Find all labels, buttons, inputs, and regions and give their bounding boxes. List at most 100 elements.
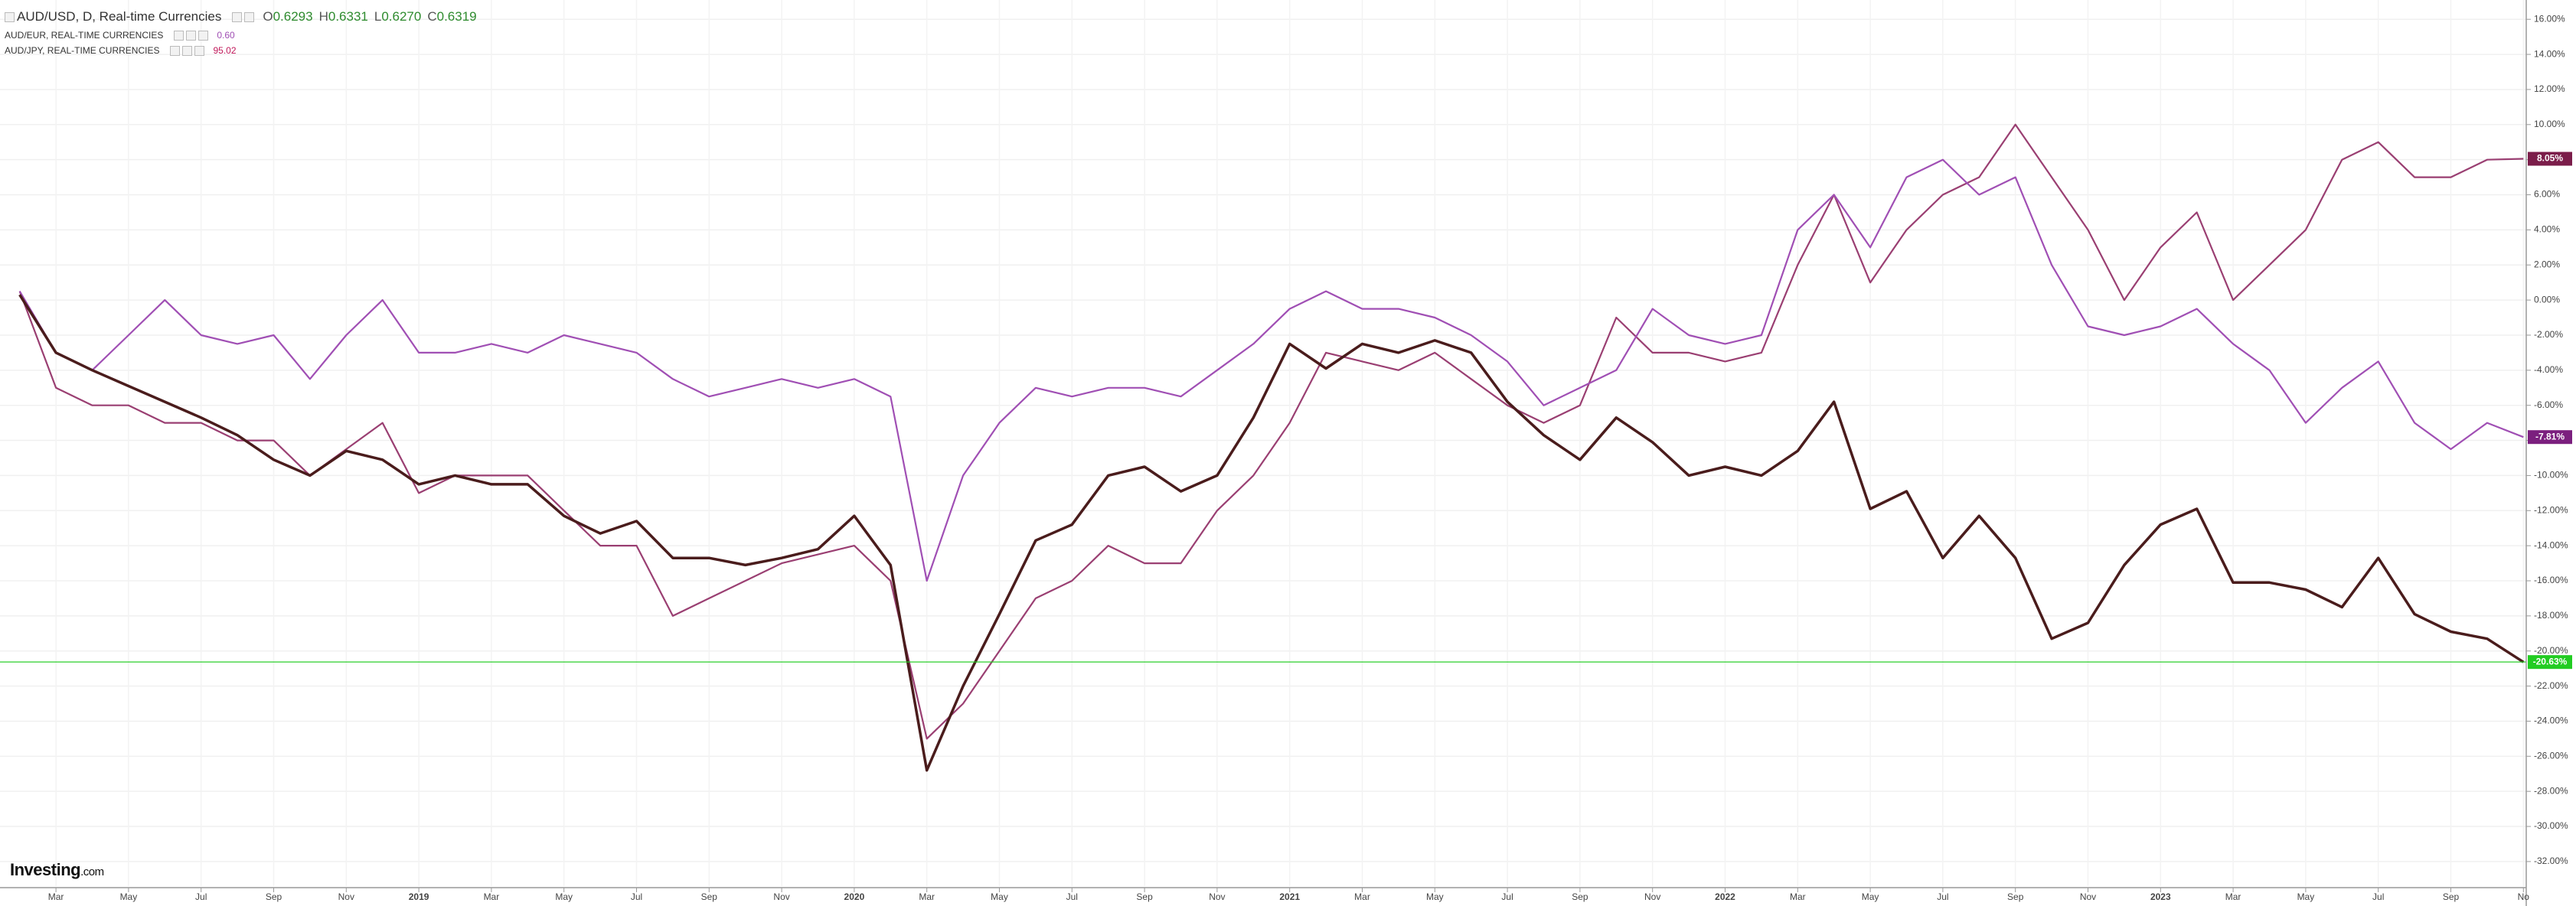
y-tick-label: -12.00% — [2534, 504, 2568, 515]
y-tick-label: -4.00% — [2534, 364, 2563, 375]
y-tick-label: 4.00% — [2534, 224, 2560, 235]
x-tick-label: May — [1862, 891, 1879, 902]
series-line — [18, 123, 2524, 740]
ohlc-value: 0.6319 — [436, 9, 477, 24]
ohlc-value: 0.6331 — [328, 9, 368, 24]
collapse-icon[interactable] — [5, 11, 15, 22]
ohlc: O0.6293 H0.6331 L0.6270 C0.6319 — [256, 9, 476, 24]
x-tick-label: 2023 — [2150, 891, 2171, 902]
ohlc-key: L — [374, 9, 382, 24]
settings-icon[interactable] — [232, 11, 243, 22]
y-tick-label: 10.00% — [2534, 119, 2565, 129]
y-tick-label: 16.00% — [2534, 13, 2565, 24]
legend-label: AUD/EUR, REAL-TIME CURRENCIES — [5, 30, 164, 41]
icon[interactable] — [174, 30, 184, 41]
y-tick-label: -26.00% — [2534, 750, 2568, 761]
price-tag-label: -7.81% — [2535, 431, 2565, 442]
close-icon[interactable] — [244, 11, 255, 22]
logo-text: Investing — [10, 860, 81, 879]
y-tick-label: -30.00% — [2534, 820, 2568, 831]
series-line — [18, 158, 2524, 582]
x-tick-label: Nov — [2080, 891, 2096, 902]
x-tick-label: Sep — [2443, 891, 2460, 902]
x-tick-label: Mar — [2225, 891, 2241, 902]
x-tick-label: No — [2518, 891, 2530, 902]
ohlc-key: H — [318, 9, 328, 24]
x-tick-label: Sep — [1136, 891, 1153, 902]
x-tick-label: Mar — [919, 891, 935, 902]
legend-entry: AUD/JPY, REAL-TIME CURRENCIES 95.02 — [5, 43, 477, 58]
icon[interactable] — [186, 30, 197, 41]
price-tag-label: -20.63% — [2533, 656, 2568, 666]
x-tick-label: Sep — [266, 891, 282, 902]
ohlc-key: C — [427, 9, 437, 24]
ohlc-key: O — [263, 9, 273, 24]
y-tick-label: -16.00% — [2534, 575, 2568, 585]
y-tick-label: 2.00% — [2534, 259, 2560, 269]
y-tick-label: 6.00% — [2534, 189, 2560, 200]
x-tick-label: Sep — [2007, 891, 2024, 902]
y-tick-label: -28.00% — [2534, 785, 2568, 796]
icon[interactable] — [182, 45, 193, 56]
x-tick-label: May — [120, 891, 138, 902]
y-tick-label: -24.00% — [2534, 715, 2568, 726]
x-tick-label: May — [2297, 891, 2315, 902]
x-tick-label: Sep — [1572, 891, 1588, 902]
y-tick-label: 12.00% — [2534, 83, 2565, 94]
x-tick-label: Mar — [1354, 891, 1370, 902]
x-tick-label: Jul — [631, 891, 642, 902]
price-tag — [2528, 655, 2572, 670]
x-tick-label: Jul — [1066, 891, 1078, 902]
icon[interactable] — [170, 45, 181, 56]
chart-title: AUD/USD, D, Real-time Currencies — [17, 9, 222, 24]
y-tick-label: -6.00% — [2534, 399, 2563, 410]
axes: 16.00%14.00%12.00%10.00%8.00%6.00%4.00%2… — [48, 13, 2572, 902]
x-tick-label: Mar — [484, 891, 500, 902]
x-tick-label: Jul — [195, 891, 207, 902]
y-tick-label: 0.00% — [2534, 294, 2560, 305]
x-tick-label: Jul — [1937, 891, 1948, 902]
x-tick-label: Jul — [1501, 891, 1513, 902]
logo-suffix: .com — [80, 865, 104, 878]
x-tick-label: Nov — [1644, 891, 1660, 902]
legend-entry: AUD/EUR, REAL-TIME CURRENCIES 0.60 — [5, 28, 477, 43]
y-tick-label: -14.00% — [2534, 539, 2568, 550]
y-tick-label: -20.00% — [2534, 645, 2568, 656]
x-tick-label: Nov — [338, 891, 354, 902]
x-tick-label: 2021 — [1279, 891, 1300, 902]
legend: AUD/USD, D, Real-time Currencies O0.6293… — [5, 6, 477, 58]
x-tick-label: Jul — [2372, 891, 2384, 902]
x-tick-label: Mar — [48, 891, 64, 902]
y-tick-label: -10.00% — [2534, 470, 2568, 481]
x-tick-label: May — [1426, 891, 1444, 902]
x-tick-label: Sep — [701, 891, 718, 902]
plot — [0, 123, 2526, 772]
icon[interactable] — [194, 45, 205, 56]
ohlc-value: 0.6270 — [381, 9, 422, 24]
y-tick-label: 14.00% — [2534, 48, 2565, 59]
x-tick-label: May — [991, 891, 1008, 902]
price-tag-label: 8.05% — [2537, 153, 2563, 164]
legend-quote: 0.60 — [217, 30, 235, 41]
x-tick-label: May — [555, 891, 573, 902]
icon[interactable] — [198, 30, 209, 41]
price-tag — [2528, 152, 2572, 166]
logo: Investing.com — [10, 860, 104, 880]
y-tick-label: -32.00% — [2534, 855, 2568, 866]
x-tick-label: Nov — [1209, 891, 1225, 902]
x-tick-label: Mar — [1790, 891, 1806, 902]
y-tick-label: -2.00% — [2534, 329, 2563, 340]
legend-main: AUD/USD, D, Real-time Currencies O0.6293… — [5, 6, 477, 28]
x-tick-label: 2022 — [1715, 891, 1735, 902]
y-tick-label: -22.00% — [2534, 680, 2568, 691]
price-tag — [2528, 430, 2572, 445]
ohlc-value: 0.6293 — [273, 9, 313, 24]
legend-quote: 95.02 — [213, 45, 237, 56]
x-tick-label: 2020 — [844, 891, 865, 902]
x-tick-label: 2019 — [409, 891, 429, 902]
legend-label: AUD/JPY, REAL-TIME CURRENCIES — [5, 45, 160, 56]
series-line — [18, 294, 2525, 772]
